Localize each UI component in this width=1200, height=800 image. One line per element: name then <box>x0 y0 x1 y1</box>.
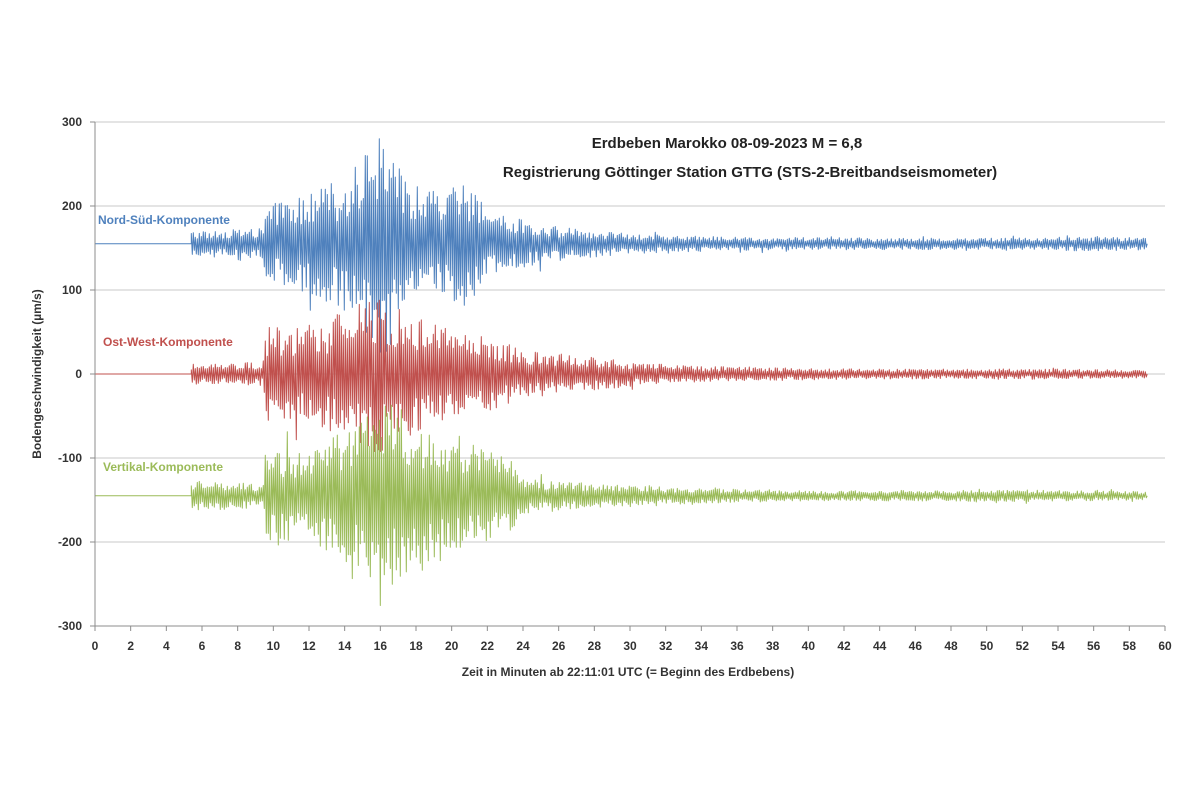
x-tick-label: 34 <box>695 639 709 653</box>
x-tick-label: 60 <box>1158 639 1172 653</box>
x-tick-label: 22 <box>481 639 495 653</box>
x-tick-label: 12 <box>302 639 316 653</box>
x-tick-label: 40 <box>802 639 816 653</box>
x-tick-label: 58 <box>1123 639 1137 653</box>
x-tick-label: 26 <box>552 639 566 653</box>
x-tick-label: 46 <box>909 639 923 653</box>
x-tick-label: 4 <box>163 639 170 653</box>
series-label-ost-west: Ost-West-Komponente <box>103 335 233 349</box>
x-tick-label: 54 <box>1051 639 1065 653</box>
x-tick-label: 56 <box>1087 639 1101 653</box>
series-label-nord-sued: Nord-Süd-Komponente <box>98 213 230 227</box>
x-tick-label: 20 <box>445 639 459 653</box>
x-tick-label: 50 <box>980 639 994 653</box>
chart-text: Erdbeben Marokko 08-09-2023 M = 6,8 Regi… <box>30 135 997 679</box>
x-tick-label: 10 <box>267 639 281 653</box>
x-axis-title: Zeit in Minuten ab 22:11:01 UTC (= Begin… <box>462 665 794 679</box>
x-tick-label: 14 <box>338 639 352 653</box>
x-tick-label: 44 <box>873 639 887 653</box>
chart-title: Erdbeben Marokko 08-09-2023 M = 6,8 <box>592 135 863 152</box>
x-tick-label: 28 <box>588 639 602 653</box>
x-tick-label: 0 <box>92 639 99 653</box>
x-tick-label: 6 <box>199 639 206 653</box>
x-tick-label: 16 <box>374 639 388 653</box>
series-label-vertikal: Vertikal-Komponente <box>103 460 223 474</box>
x-tick-label: 36 <box>730 639 744 653</box>
x-tick-label: 48 <box>944 639 958 653</box>
series-trace-0 <box>95 138 1148 353</box>
x-tick-label: 52 <box>1016 639 1030 653</box>
y-axis-title: Bodengeschwindigkeit (µm/s) <box>30 289 44 459</box>
x-tick-label: 32 <box>659 639 673 653</box>
x-tick-label: 2 <box>127 639 134 653</box>
x-tick-label: 8 <box>234 639 241 653</box>
y-tick-label: 0 <box>75 367 82 381</box>
x-tick-label: 38 <box>766 639 780 653</box>
y-tick-label: 200 <box>62 199 82 213</box>
series-trace-1 <box>95 299 1148 452</box>
y-tick-label: -300 <box>58 619 82 633</box>
x-tick-label: 18 <box>409 639 423 653</box>
x-tick-label: 42 <box>837 639 851 653</box>
chart-subtitle: Registrierung Göttinger Station GTTG (ST… <box>503 164 997 181</box>
series-layer <box>95 138 1148 606</box>
y-tick-label: -200 <box>58 535 82 549</box>
y-tick-label: 300 <box>62 115 82 129</box>
x-tick-label: 24 <box>516 639 530 653</box>
x-tick-label: 30 <box>623 639 637 653</box>
series-trace-2 <box>95 404 1148 606</box>
y-tick-label: -100 <box>58 451 82 465</box>
y-tick-label: 100 <box>62 283 82 297</box>
